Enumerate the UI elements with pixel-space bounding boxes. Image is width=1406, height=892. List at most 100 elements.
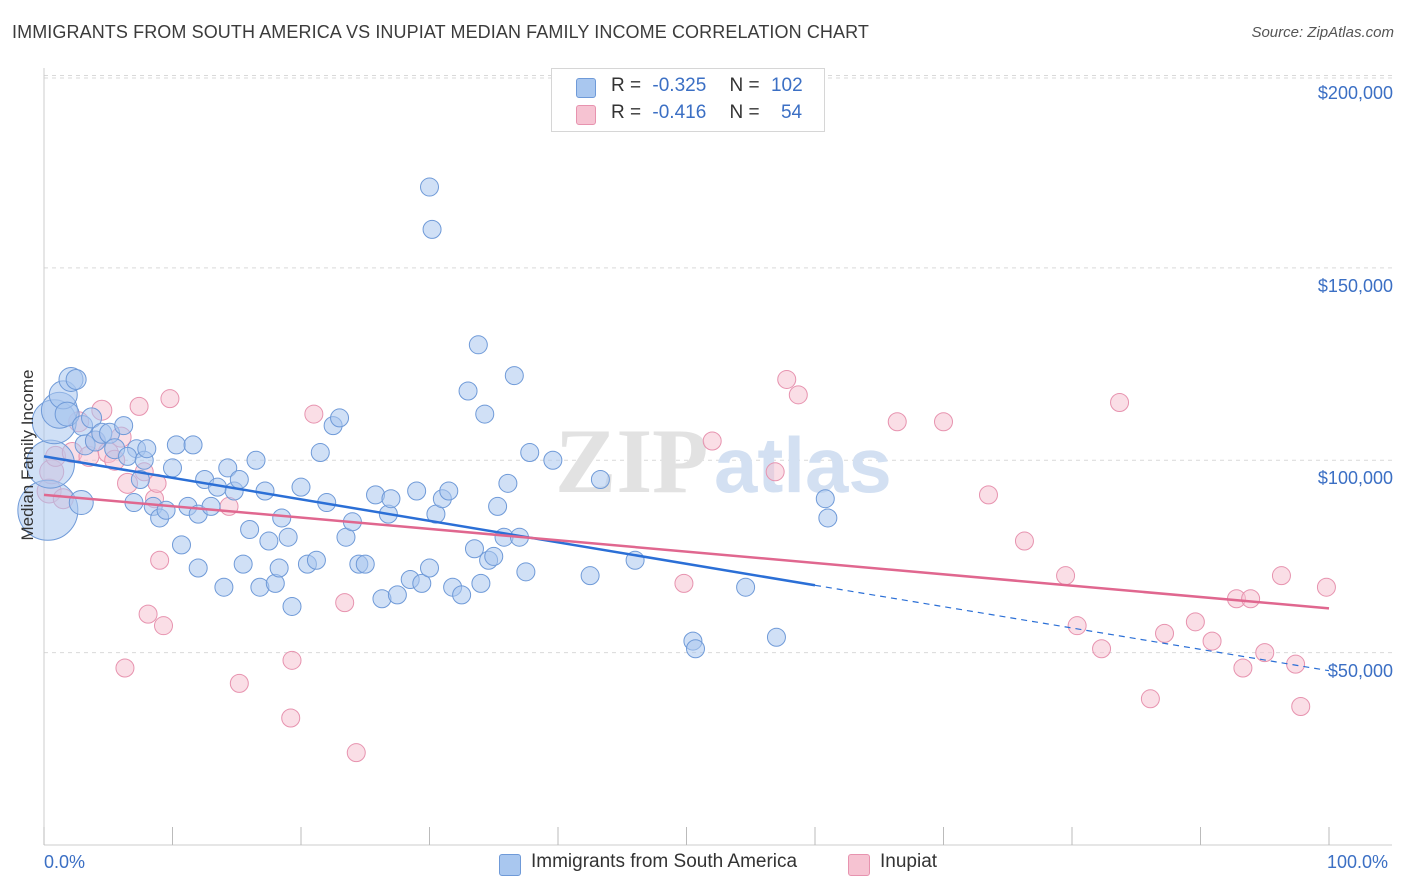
- inupiat-point: [1255, 643, 1275, 663]
- legend-r-value: -0.416: [652, 102, 707, 123]
- inupiat-point: [138, 604, 158, 624]
- south-america-point: [520, 443, 540, 463]
- south-america-point: [685, 639, 705, 659]
- south-america-point: [330, 408, 350, 428]
- south-america-point: [291, 477, 311, 497]
- south-america-point: [246, 450, 266, 470]
- south-america-point: [516, 562, 536, 582]
- inupiat-point: [1233, 658, 1253, 678]
- inupiat-point: [1271, 566, 1291, 586]
- south-america-point: [255, 481, 275, 501]
- south-america-point: [218, 458, 238, 478]
- south-america-point: [188, 558, 208, 578]
- bottom-legend-swatch-pink: [848, 854, 870, 876]
- south-america-point: [387, 585, 407, 605]
- correlation-legend: R = -0.325 N = 102 R = -0.416 N = 54: [551, 68, 825, 132]
- south-america-point: [381, 489, 401, 509]
- inupiat-point: [1067, 616, 1087, 636]
- south-america-point: [114, 416, 134, 436]
- inupiat-point: [346, 743, 366, 763]
- south-america-point: [458, 381, 478, 401]
- inupiat-point: [281, 708, 301, 728]
- south-america-point: [468, 335, 488, 355]
- south-america-point: [590, 469, 610, 489]
- x-axis-min-label: 0.0%: [44, 852, 86, 872]
- bottom-legend-label: Immigrants from South America: [531, 851, 798, 872]
- south-america-point: [504, 366, 524, 386]
- inupiat-point: [788, 385, 808, 405]
- south-america-point: [818, 508, 838, 528]
- south-america-point: [815, 489, 835, 509]
- source-label: Source: ZipAtlas.com: [1251, 24, 1394, 41]
- inupiat-point: [1185, 612, 1205, 632]
- inupiat-point: [229, 673, 249, 693]
- inupiat-point: [934, 412, 953, 432]
- inupiat-point: [304, 404, 324, 424]
- chart-title: IMMIGRANTS FROM SOUTH AMERICA VS INUPIAT…: [12, 22, 869, 42]
- legend-n-label: N =: [729, 102, 760, 123]
- inupiat-point: [115, 658, 135, 678]
- south-america-point: [118, 446, 138, 466]
- y-tick-label: $150,000: [1317, 275, 1393, 296]
- watermark-zip: ZIP: [555, 410, 708, 512]
- south-america-point: [471, 573, 491, 593]
- inupiat-point: [1155, 623, 1175, 643]
- legend-n-value: 54: [780, 102, 803, 123]
- inupiat-point: [154, 616, 174, 636]
- south-america-point: [229, 469, 249, 489]
- south-america-point: [452, 585, 472, 605]
- watermark-atlas: atlas: [714, 421, 892, 509]
- inupiat-point: [1014, 531, 1034, 551]
- inupiat-point: [1316, 577, 1336, 597]
- inupiat-point: [160, 389, 180, 409]
- south-america-point: [214, 577, 234, 597]
- y-tick-label: $200,000: [1317, 83, 1393, 104]
- inupiat-point: [1056, 566, 1076, 586]
- south-america-point: [81, 407, 103, 429]
- bottom-legend-swatch-blue: [499, 854, 521, 876]
- legend-swatch-pink: [576, 105, 596, 125]
- south-america-point: [475, 404, 495, 424]
- south-america-point: [355, 554, 375, 574]
- south-america-point: [272, 508, 292, 528]
- south-america-point: [163, 458, 182, 478]
- inupiat-point: [129, 396, 149, 416]
- south-america-point: [310, 443, 330, 463]
- south-america-point: [420, 558, 439, 578]
- south-america-point: [130, 469, 150, 489]
- south-america-point: [65, 368, 87, 390]
- inupiat-point: [978, 485, 998, 505]
- south-america-point: [412, 573, 432, 593]
- inupiat-point: [1291, 696, 1311, 716]
- legend-r-value: -0.325: [652, 75, 707, 96]
- south-america-point: [201, 496, 221, 516]
- south-america-point: [736, 577, 756, 597]
- inupiat-point: [1140, 689, 1160, 709]
- south-america-point: [488, 496, 508, 516]
- south-america-trend-line: [43, 455, 816, 587]
- south-america-point: [54, 401, 80, 427]
- inupiat-point: [282, 650, 302, 670]
- inupiat-point: [1202, 631, 1222, 651]
- south-america-point: [543, 450, 563, 470]
- x-axis-max-label: 100.0%: [1327, 852, 1389, 872]
- south-america-point: [278, 527, 298, 547]
- south-america-point: [137, 439, 157, 459]
- legend-n-value: 102: [770, 75, 803, 96]
- south-america-point: [306, 550, 326, 570]
- inupiat-point: [1110, 393, 1130, 413]
- inupiat-point: [777, 369, 797, 389]
- inupiat-point: [702, 431, 722, 451]
- inupiat-point: [887, 412, 907, 432]
- south-america-point: [580, 566, 600, 586]
- inupiat-point: [765, 462, 785, 482]
- south-america-point: [259, 531, 279, 551]
- south-america-point: [282, 596, 302, 616]
- south-america-point: [439, 481, 459, 501]
- y-tick-label: $100,000: [1317, 468, 1393, 489]
- inupiat-point: [674, 573, 694, 593]
- south-america-point: [420, 177, 439, 197]
- watermark: ZIP atlas: [555, 410, 892, 512]
- south-america-point: [166, 435, 186, 455]
- inupiat-point: [335, 593, 355, 613]
